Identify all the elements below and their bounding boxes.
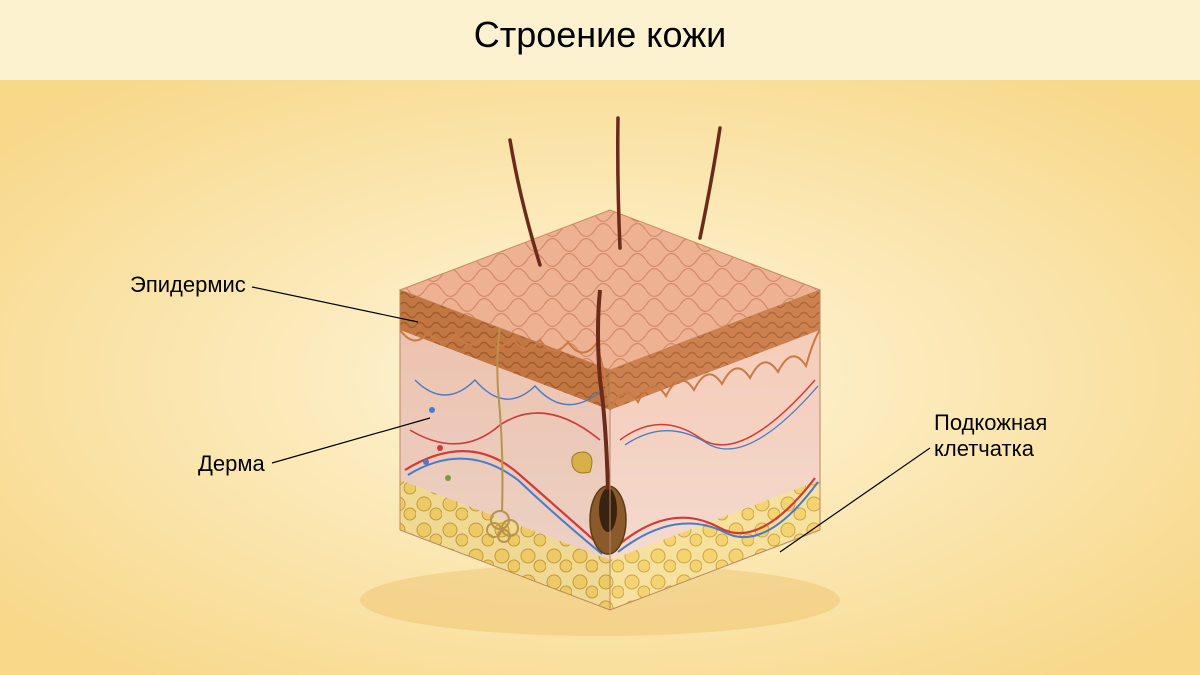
label-epidermis: Эпидермис xyxy=(130,272,246,298)
label-hypodermis: Подкожная клетчатка xyxy=(934,410,1047,463)
leader-dermis xyxy=(272,418,430,463)
skin-cube-svg xyxy=(0,80,1200,675)
page-background: Строение кожи xyxy=(0,0,1200,675)
diagram-title: Строение кожи xyxy=(474,14,727,56)
diagram-area: Эпидермис Дерма Подкожная клетчатка xyxy=(0,80,1200,675)
label-dermis: Дерма xyxy=(198,451,265,477)
leader-epidermis xyxy=(252,287,418,322)
leader-hypodermis xyxy=(780,448,930,552)
